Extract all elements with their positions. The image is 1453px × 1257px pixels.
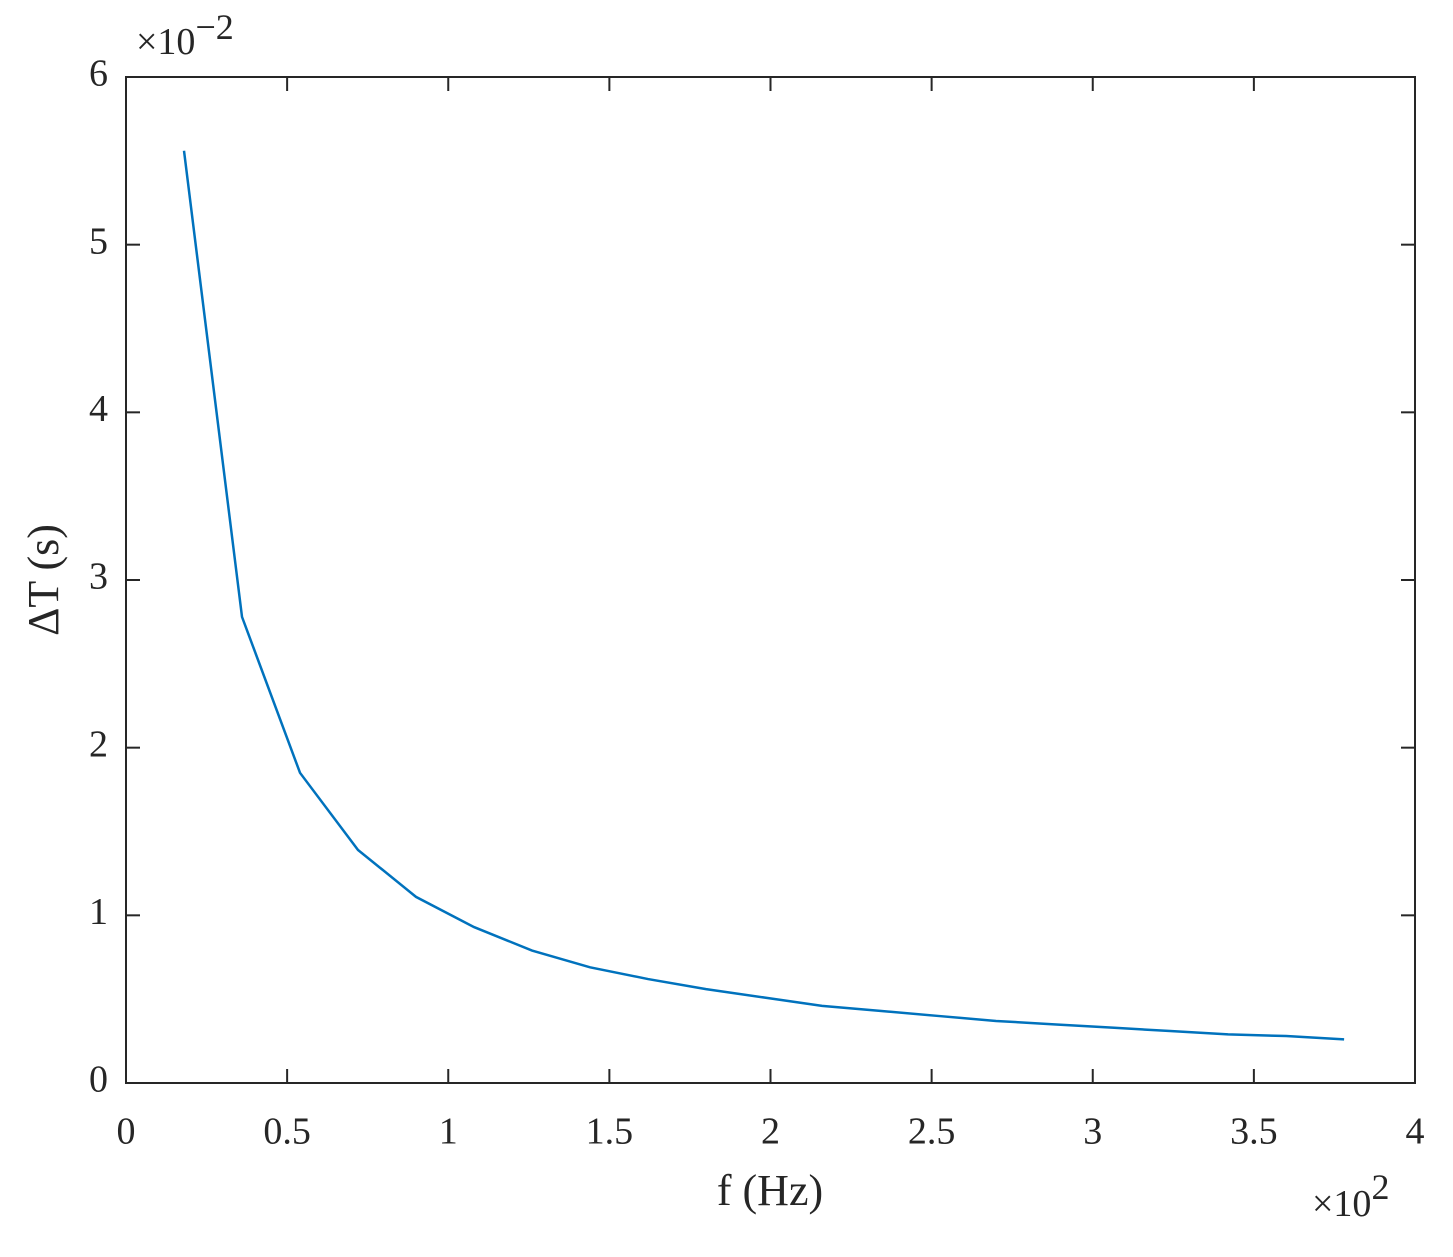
y-tick-label: 2 (89, 723, 108, 765)
x-tick-label: 3.5 (1230, 1111, 1278, 1153)
y-tick-label: 1 (89, 891, 108, 933)
y-tick-label: 4 (89, 388, 108, 430)
y-multiplier: ×10−2 (136, 7, 234, 62)
x-tick-label: 2 (761, 1111, 780, 1153)
y-multiplier-exponent: −2 (195, 7, 233, 47)
x-multiplier: ×102 (1312, 1167, 1389, 1224)
x-tick-label: 4 (1406, 1111, 1425, 1153)
y-multiplier-base: ×10 (136, 21, 195, 63)
x-multiplier-base: ×10 (1312, 1183, 1371, 1225)
x-axis-label: f (Hz) (717, 1166, 823, 1215)
axes-box (125, 76, 1416, 1084)
y-tick-label: 0 (89, 1059, 108, 1101)
y-tick-label: 3 (89, 556, 108, 598)
x-multiplier-exponent: 2 (1371, 1167, 1389, 1207)
x-tick-label: 0 (117, 1111, 136, 1153)
x-tick-label: 1.5 (586, 1111, 634, 1153)
x-tick-label: 2.5 (908, 1111, 956, 1153)
x-tick-label: 3 (1083, 1111, 1102, 1153)
data-line (182, 150, 1345, 1041)
x-tick-label: 0.5 (263, 1111, 311, 1153)
y-tick-label: 5 (89, 220, 108, 262)
y-tick-label: 6 (89, 53, 108, 95)
x-tick-label: 1 (439, 1111, 458, 1153)
y-axis-label: ΔT (s) (19, 524, 68, 636)
